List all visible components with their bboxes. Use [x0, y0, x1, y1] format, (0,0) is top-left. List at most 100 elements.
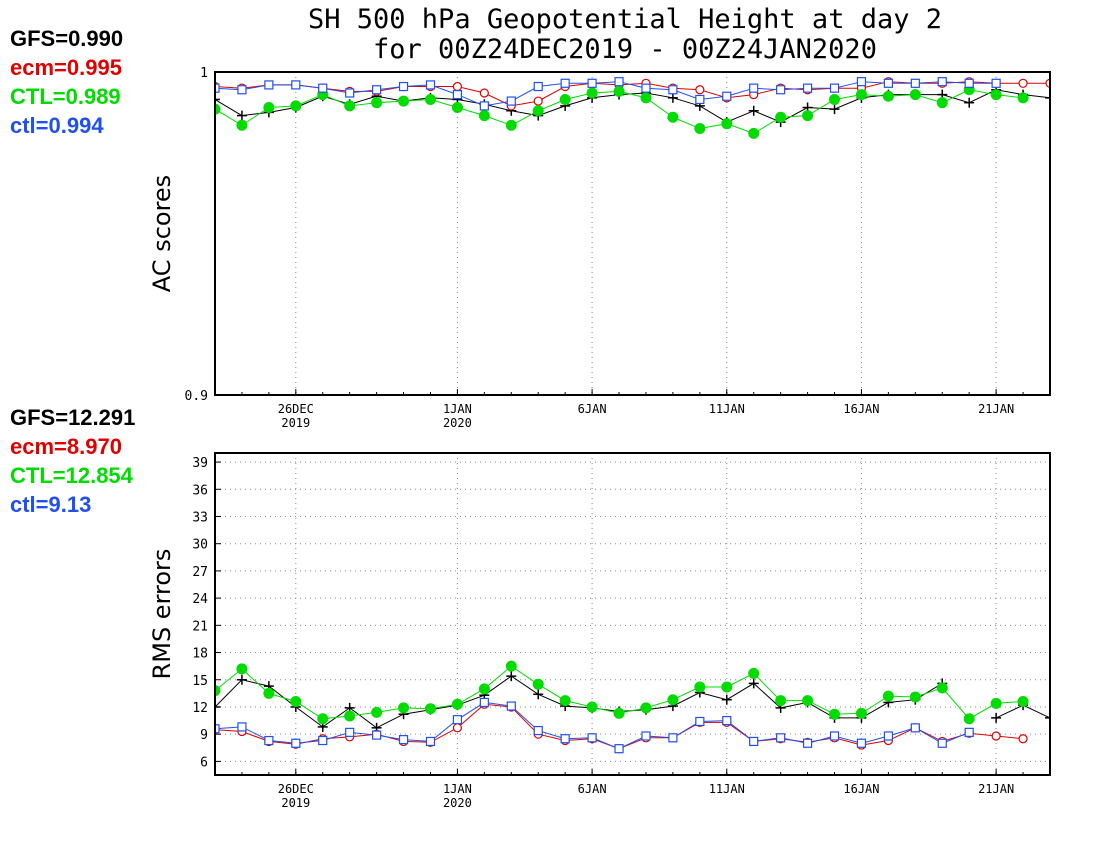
rms-series-gfs-point	[748, 678, 759, 689]
ac-series-gfs-point	[829, 104, 840, 115]
rms-series-ctl-lower-point	[318, 735, 328, 746]
rms-x-tick-label: 1JAN	[443, 782, 472, 796]
rms-series-ctl-upper-point	[263, 687, 275, 699]
ac-x-tick-label: 6JAN	[578, 402, 607, 416]
rms-series-ctl-lower-point	[398, 735, 409, 745]
ac-series-ecm-point	[533, 96, 543, 106]
ac-legend: GFS=0.990 ecm=0.995 CTL=0.989 ctl=0.994	[10, 24, 123, 140]
rms-series-ctl-lower-point	[964, 727, 974, 737]
rms-series-ctl-upper-point	[829, 708, 841, 720]
rms-x-tick-label: 11JAN	[709, 782, 745, 796]
rms-series-ctl-lower-point	[829, 731, 840, 741]
ac-series-ecm-point	[479, 88, 489, 98]
ac-series-ctl-lower-point	[641, 83, 651, 93]
ac-legend-ctl-lower: ctl=0.994	[10, 113, 104, 138]
ac-series-gfs-point	[236, 110, 247, 121]
rms-series-gfs-point	[1045, 712, 1050, 723]
ac-series-ctl-lower-point	[506, 96, 516, 106]
ac-series-ctl-lower	[215, 77, 1001, 111]
ac-series-ctl-upper-point	[990, 89, 1002, 101]
ac-series-ctl-lower-point	[749, 83, 759, 93]
rms-y-tick-label: 6	[200, 755, 208, 770]
rms-x-tick-year: 2019	[281, 796, 310, 810]
ac-series-ctl-lower-point	[291, 80, 301, 90]
ac-series-ctl-upper-point	[586, 87, 598, 99]
rms-series-ctl-lower-point	[695, 716, 705, 727]
rms-legend: GFS=12.291 ecm=8.970 CTL=12.854 ctl=9.13	[10, 403, 135, 519]
chart-title-line1: SH 500 hPa Geopotential Height at day 2	[308, 4, 942, 35]
rms-y-tick-label: 33	[192, 510, 208, 525]
rms-series-gfs	[215, 671, 1050, 733]
ac-series-ctl-upper-point	[829, 93, 841, 105]
rms-series-ctl-lower-point	[641, 731, 651, 741]
ac-series-ctl-upper-point	[263, 102, 275, 114]
rms-series-ctl-upper-point	[721, 681, 733, 693]
ac-series-ctl-upper-point	[721, 118, 733, 130]
rms-series-ctl-upper-point	[963, 713, 975, 725]
rms-series-ctl-lower-point	[237, 722, 247, 732]
ac-series-ctl-lower-point	[398, 81, 409, 92]
rms-y-tick-label: 24	[192, 592, 208, 607]
rms-x-tick-year: 2020	[443, 796, 472, 810]
ac-series-ctl-upper-point	[344, 100, 356, 112]
rms-series-ctl-upper-point	[317, 713, 329, 725]
ac-series-ctl-lower-point	[372, 85, 382, 95]
rms-x-tick-label: 6JAN	[578, 782, 607, 796]
rms-legend-gfs: GFS=12.291	[10, 405, 136, 430]
ac-series-ctl-lower-point	[215, 83, 220, 93]
ac-series-ctl-lower-point	[452, 90, 463, 100]
rms-series-ctl-upper-point	[344, 710, 356, 722]
ac-series-ctl-upper-point	[478, 110, 490, 122]
ac-series-ctl-upper-point	[936, 97, 948, 109]
ac-series-gfs-point	[215, 94, 220, 105]
rms-y-tick-label: 18	[192, 647, 208, 662]
rms-series-ctl-upper-point	[215, 685, 221, 697]
rms-x-tick-label: 16JAN	[843, 782, 879, 796]
rms-series-ctl-lower-point	[560, 734, 570, 744]
rms-series-ctl-upper-point	[694, 681, 706, 693]
ac-plot-frame	[214, 71, 1051, 396]
ac-series-ctl-lower-point	[668, 85, 678, 95]
rms-series-ctl-upper-point	[559, 695, 571, 707]
ac-series-ctl-upper-point	[559, 93, 571, 105]
ac-x-tick-label: 26DEC	[278, 402, 314, 416]
ac-series-ctl-lower-point	[856, 77, 867, 87]
ac-y-tick-label: 1	[200, 66, 208, 81]
ac-series-ctl-upper-point	[802, 110, 814, 122]
ac-series-ctl-upper-point	[909, 89, 921, 101]
ac-x-tick-year: 2019	[281, 416, 310, 430]
ac-series-ctl-lower-point	[560, 78, 570, 88]
rms-y-axis-label: RMS errors	[148, 549, 176, 680]
ac-legend-gfs: GFS=0.990	[10, 26, 124, 51]
rms-series-ctl-upper-point	[532, 678, 544, 690]
rms-series-ctl-upper-point	[936, 682, 948, 694]
ac-series-ctl-upper-point	[236, 119, 248, 131]
rms-series-ctl-lower-point	[802, 738, 813, 748]
rms-series-ctl-lower-point	[215, 724, 220, 734]
chart-title-line2: for 00Z24DEC2019 - 00Z24JAN2020	[373, 34, 877, 65]
rms-series-ctl-upper-point	[640, 702, 652, 714]
ac-series-ctl-upper-point	[451, 102, 463, 114]
rms-y-tick-label: 21	[192, 619, 208, 634]
ac-series-ctl-lower-point	[614, 77, 624, 87]
ac-series-ctl-upper-point	[398, 95, 410, 107]
rms-series-ctl-upper-point	[882, 690, 894, 702]
rms-series-ctl-upper-point	[478, 683, 490, 695]
ac-series-ctl-lower-point	[829, 83, 840, 93]
rms-series-ctl-upper-point	[667, 694, 679, 706]
rms-legend-ctl-upper: CTL=12.854	[10, 463, 133, 488]
rms-series-ctl-lower	[215, 697, 974, 754]
ac-series-ctl-lower-point	[587, 78, 597, 88]
rms-series-ctl-upper-point	[1017, 696, 1029, 708]
ac-series-ctl-lower-point	[264, 80, 274, 90]
rms-series-ctl-lower-point	[479, 697, 489, 708]
ac-x-tick-label: 16JAN	[843, 402, 879, 416]
rms-series-ctl-lower-point	[291, 738, 301, 748]
rms-series-ctl-upper-point	[613, 707, 625, 719]
rms-series-ctl-upper	[215, 660, 1029, 725]
rms-series-ctl-upper-point	[855, 707, 867, 719]
ac-series-ctl-upper-point	[667, 111, 679, 123]
ac-series-ctl-lower-point	[318, 83, 328, 93]
